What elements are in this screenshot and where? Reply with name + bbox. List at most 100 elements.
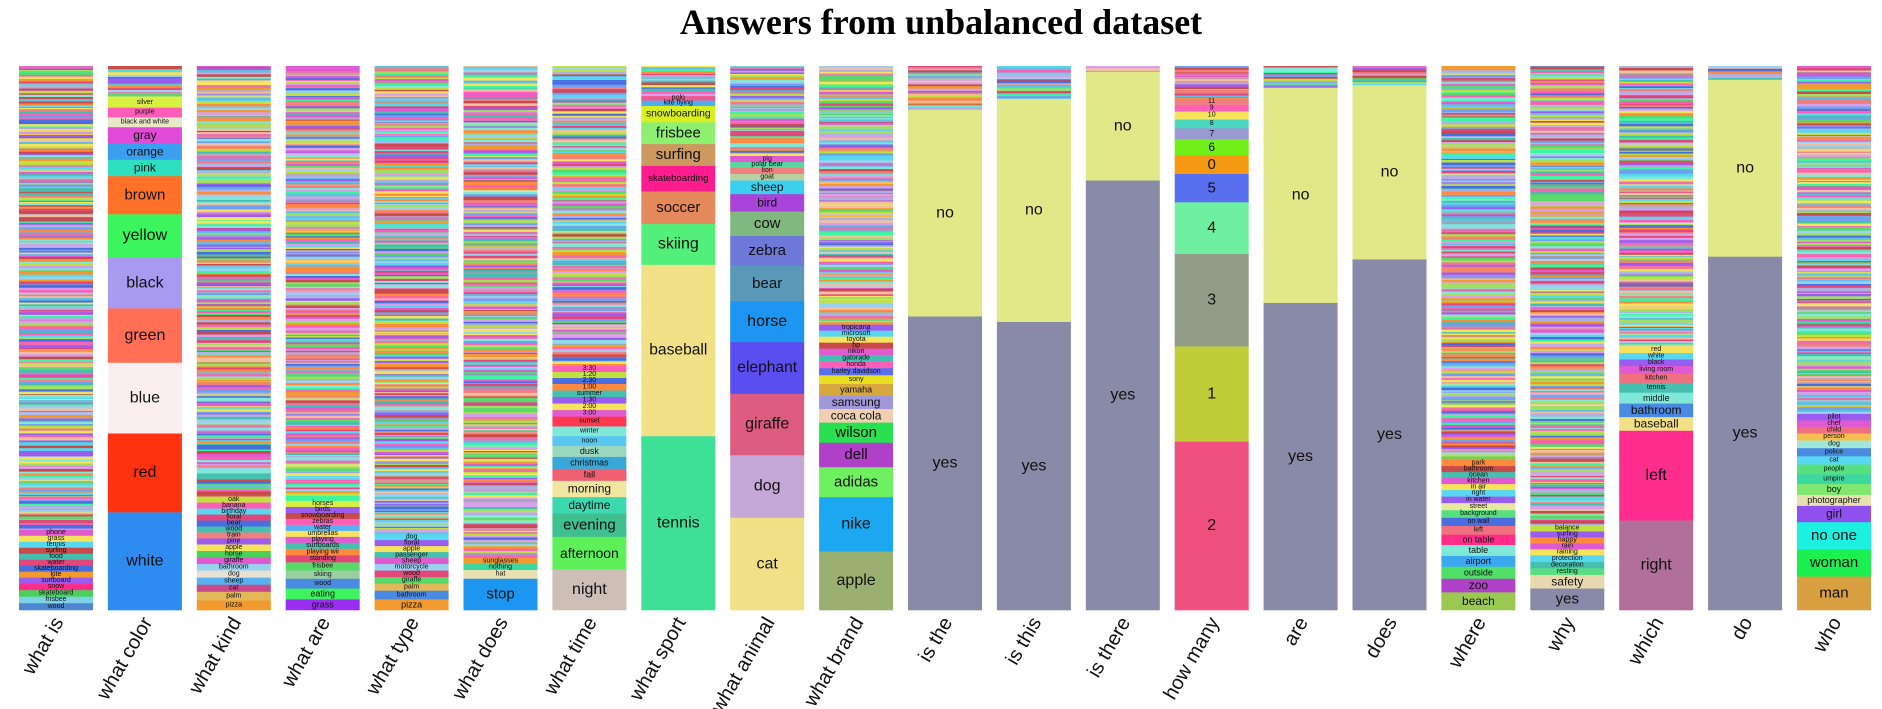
segment-what-time-1:00 [552,383,627,391]
tail-stripe [552,312,627,316]
tail-stripe [552,236,627,240]
tail-stripe [374,440,449,444]
tail-stripe [285,256,360,258]
tail-stripe [19,85,93,87]
tail-stripe [463,524,538,526]
tail-stripe [374,373,449,375]
tail-stripe [463,295,538,298]
tail-stripe [196,74,271,77]
tail-stripe [463,416,538,419]
tail-stripe [1441,291,1516,294]
tail-stripe [1619,78,1694,80]
tail-stripe [196,233,271,235]
tail-stripe [1530,278,1605,280]
tail-stripe [285,257,360,260]
tail-stripe [463,361,538,363]
tail-stripe [463,397,538,400]
tail-stripe [196,285,271,288]
tail-stripe [19,229,93,233]
tail-stripe [374,499,449,501]
tail-stripe [1797,110,1871,114]
tail-stripe [1263,83,1338,85]
tail-stripe [374,174,449,177]
tail-stripe [1530,292,1605,293]
tail-stripe [19,128,93,132]
tail-stripe [1263,72,1338,75]
tail-stripe [285,262,360,264]
tail-stripe [463,219,538,222]
tail-stripe [819,193,894,197]
tail-stripe [1530,186,1605,189]
tail-stripe [1441,393,1516,396]
tail-stripe [1797,389,1871,392]
tail-stripe [1797,117,1871,120]
tail-stripe [463,537,538,540]
tail-stripe [1708,77,1783,80]
tail-stripe [730,70,805,73]
segment-what-brand-nikon [819,348,894,356]
tail-stripe [1441,364,1516,367]
tail-stripe [552,326,627,329]
tail-stripe [19,249,93,252]
tail-stripe [107,73,182,75]
tail-stripe [1619,313,1694,316]
tail-stripe [19,417,93,419]
tail-stripe [19,143,93,147]
tail-stripe [908,95,982,98]
tail-stripe [1441,224,1516,227]
tail-stripe [641,69,716,72]
tail-stripe [996,90,1071,94]
tail-stripe [374,150,449,154]
tail-stripe [1797,187,1871,190]
tail-stripe [1797,289,1871,292]
tail-stripe [1441,449,1516,451]
segment-what-are-standing [285,555,360,563]
tail-stripe [463,178,538,181]
tail-stripe [374,437,449,439]
tail-stripe [1441,177,1516,179]
tail-stripe [1797,310,1871,313]
tail-stripe [552,176,627,178]
tail-stripe [552,158,627,162]
tail-stripe [1619,191,1694,193]
tail-stripe [1530,120,1605,123]
tail-stripe [1797,306,1871,308]
tail-stripe [285,294,360,298]
tail-stripe [1441,397,1516,401]
tail-stripe [1530,405,1605,408]
tail-stripe [1530,403,1605,405]
tail-stripe [19,184,93,188]
tail-stripe [374,451,449,454]
tail-stripe [196,125,271,127]
tail-stripe [552,125,627,128]
tail-stripe [1797,172,1871,175]
tail-stripe [1619,102,1694,105]
segment-what-time-afternoon [552,536,627,570]
tail-stripe [463,204,538,207]
tail-stripe [552,220,627,222]
tail-stripe [463,342,538,345]
tail-stripe [19,412,93,415]
tail-stripe [819,252,894,255]
tail-stripe [19,108,93,112]
tail-stripe [463,492,538,496]
tail-stripe [1619,322,1694,324]
tail-stripe [374,251,449,254]
tail-stripe [1619,154,1694,156]
tail-stripe [374,195,449,197]
tail-stripe [196,438,271,440]
tail-stripe [196,316,271,320]
tail-stripe [1441,174,1516,176]
tail-stripe [1797,98,1871,102]
tail-stripe [1441,94,1516,97]
tail-stripe [819,288,894,292]
tail-stripe [730,90,805,93]
tail-stripe [1530,265,1605,268]
segment-label: bathroom [219,564,249,571]
tail-stripe [1619,344,1694,347]
tail-stripe [285,300,360,302]
tail-stripe [463,330,538,332]
tail-stripe [552,124,627,126]
